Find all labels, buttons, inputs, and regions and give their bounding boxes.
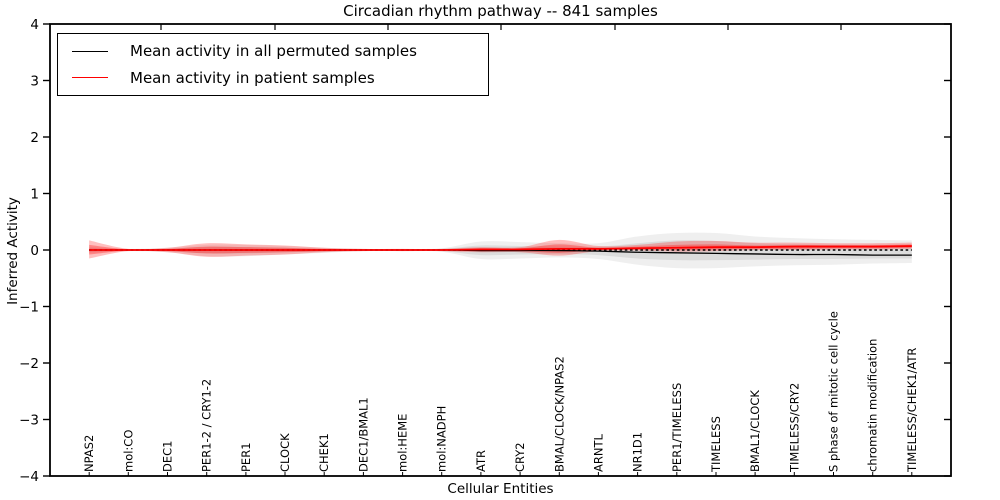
y-tick-label: 4 xyxy=(30,17,39,33)
legend-item-permuted: Mean activity in all permuted samples xyxy=(58,39,488,63)
legend-label: Mean activity in all permuted samples xyxy=(130,42,417,61)
x-tick-label: S phase of mitotic cell cycle xyxy=(827,311,841,472)
x-tick-label: CHEK1 xyxy=(317,433,331,472)
y-tick-label: 3 xyxy=(30,74,39,90)
x-tick-label: TIMELESS/CRY2 xyxy=(787,383,801,473)
x-tick-label: TIMELESS xyxy=(709,416,723,473)
x-tick-label: NPAS2 xyxy=(82,435,96,472)
x-tick-label: DEC1/BMAL1 xyxy=(356,397,370,472)
legend-label: Mean activity in patient samples xyxy=(130,68,375,87)
x-tick-label: chromatin modification xyxy=(866,339,880,472)
x-tick-label: CRY2 xyxy=(513,442,527,472)
y-tick-label: 0 xyxy=(30,243,39,259)
x-tick-label: PER1 xyxy=(239,442,253,472)
x-tick-label: CLOCK xyxy=(278,433,292,472)
x-tick-label: ARNTL xyxy=(591,434,605,472)
y-tick-label: −1 xyxy=(19,300,39,316)
x-tick-label: BMAL1/CLOCK xyxy=(748,390,762,472)
y-tick-label: 2 xyxy=(30,130,39,146)
x-tick-label: PER1/TIMELESS xyxy=(670,383,684,472)
x-tick-label: DEC1 xyxy=(161,441,175,472)
legend-line-sample-black xyxy=(72,50,108,52)
legend-box: Mean activity in all permuted samples Me… xyxy=(57,33,489,96)
x-tick-label: PER1-2 / CRY1-2 xyxy=(200,379,214,472)
x-tick-label: ATR xyxy=(474,450,488,472)
x-tick-label: TIMELESS/CHEK1/ATR xyxy=(905,348,919,473)
x-tick-label: BMAL/CLOCK/NPAS2 xyxy=(552,356,566,472)
chart-title: Circadian rhythm pathway -- 841 samples xyxy=(343,2,658,20)
series-line-1 xyxy=(89,245,912,251)
legend-line-sample-red xyxy=(72,77,108,79)
x-tick-label: mol:NADPH xyxy=(435,406,449,472)
x-tick-label: NR1D1 xyxy=(631,432,645,472)
y-tick-label: −4 xyxy=(19,469,39,485)
y-tick-label: −2 xyxy=(19,356,39,372)
legend-item-patient: Mean activity in patient samples xyxy=(58,66,488,90)
x-tick-label: mol:HEME xyxy=(396,414,410,472)
x-tick-label: mol:CO xyxy=(121,430,135,472)
y-tick-label: −3 xyxy=(19,413,39,429)
y-tick-label: 1 xyxy=(30,187,39,203)
x-axis-label: Cellular Entities xyxy=(447,481,554,497)
